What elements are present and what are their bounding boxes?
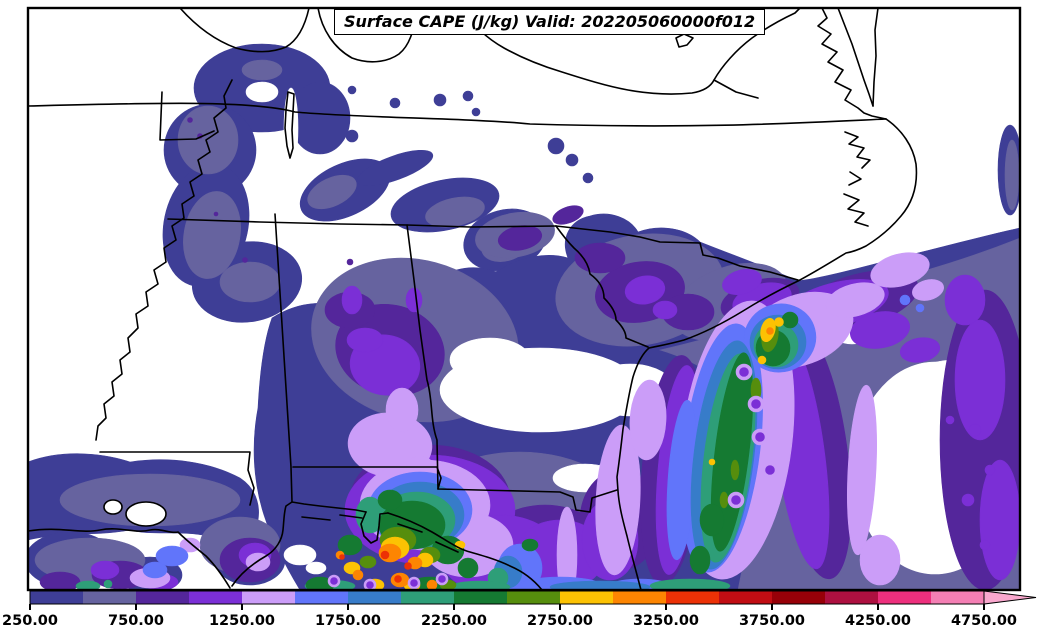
colorbar-tick-label: 3250.00	[633, 613, 699, 629]
colorbar-segment	[136, 591, 190, 604]
colorbar-segment	[189, 591, 243, 604]
indiana-ohio-line	[317, 8, 418, 63]
colorbar-tick-label: 1250.00	[209, 613, 275, 629]
west-virginia-spur	[713, 79, 759, 99]
colorbar-segment	[454, 591, 508, 604]
colorbar-segment	[666, 591, 720, 604]
colorbar-segment	[507, 591, 561, 604]
colorbar: 250.00 750.00 1250.00 1750.00 2250.00 2750.00…	[2, 590, 1037, 629]
florida-border	[292, 466, 618, 513]
colorbar-tick-label: 3750.00	[739, 613, 805, 629]
mississippi-sound-coast	[231, 501, 367, 587]
savannah-river-border	[555, 225, 649, 348]
mobile-bay	[360, 511, 389, 544]
colorbar-outline	[29, 590, 985, 605]
colorbar-segment	[719, 591, 773, 604]
colorbar-segment	[772, 591, 826, 604]
colorbar-segment	[931, 591, 985, 604]
colorbar-tick-label: 250.00	[2, 613, 58, 629]
louisiana-mississippi-border	[99, 451, 255, 506]
kentucky-lake	[284, 91, 295, 159]
colorbar-tick-label: 4250.00	[845, 613, 911, 629]
alabama-georgia-border	[406, 224, 439, 490]
albemarle-sound	[844, 131, 871, 169]
barrier-islands	[301, 514, 459, 553]
chesapeake-west-shore	[817, 8, 887, 120]
ohio-river-line	[179, 8, 310, 53]
tennessee-south-border	[167, 218, 557, 228]
atlantic-coastline	[616, 118, 918, 590]
colorbar-tick-label: 4750.00	[951, 613, 1017, 629]
lake-pontchartrain	[125, 501, 167, 527]
louisiana-coastline	[28, 528, 231, 589]
mississippi-river	[95, 79, 233, 441]
colorbar-segment	[242, 591, 296, 604]
map-frame	[26, 6, 1022, 592]
missouri-bootheel	[159, 91, 215, 141]
delmarva-east-shore	[872, 8, 879, 107]
colorbar-tick-label: 2750.00	[527, 613, 593, 629]
colorbar-extend-arrow	[983, 590, 1037, 605]
colorbar-tick-label: 2250.00	[421, 613, 487, 629]
colorbar-segment	[825, 591, 879, 604]
colorbar-segment	[295, 591, 349, 604]
contour-donut-minima	[327, 363, 779, 590]
colorbar-tick-label: 1750.00	[315, 613, 381, 629]
delmarva-west-shore	[837, 8, 874, 107]
pamlico-sound	[843, 171, 869, 227]
colorbar-segment	[878, 591, 932, 604]
kentucky-virginia-border	[461, 8, 801, 95]
colorbar-segment	[613, 591, 667, 604]
colorbar-segment	[401, 591, 455, 604]
colorbar-segment	[560, 591, 614, 604]
mississippi-alabama-border	[274, 213, 293, 503]
colorbar-segment	[30, 591, 84, 604]
colorbar-segment	[348, 591, 402, 604]
colorbar-segment	[83, 591, 137, 604]
geography-boundaries	[28, 8, 918, 590]
colorbar-tick-label: 750.00	[108, 613, 164, 629]
lake-maurepas	[103, 499, 123, 515]
florida-panhandle-coast	[387, 512, 543, 590]
plot-title: Surface CAPE (J/kg) Valid: 202205060000f…	[334, 9, 766, 35]
kytn-vanc-border	[28, 102, 887, 127]
northcarolina-southcarolina-border	[555, 225, 799, 281]
